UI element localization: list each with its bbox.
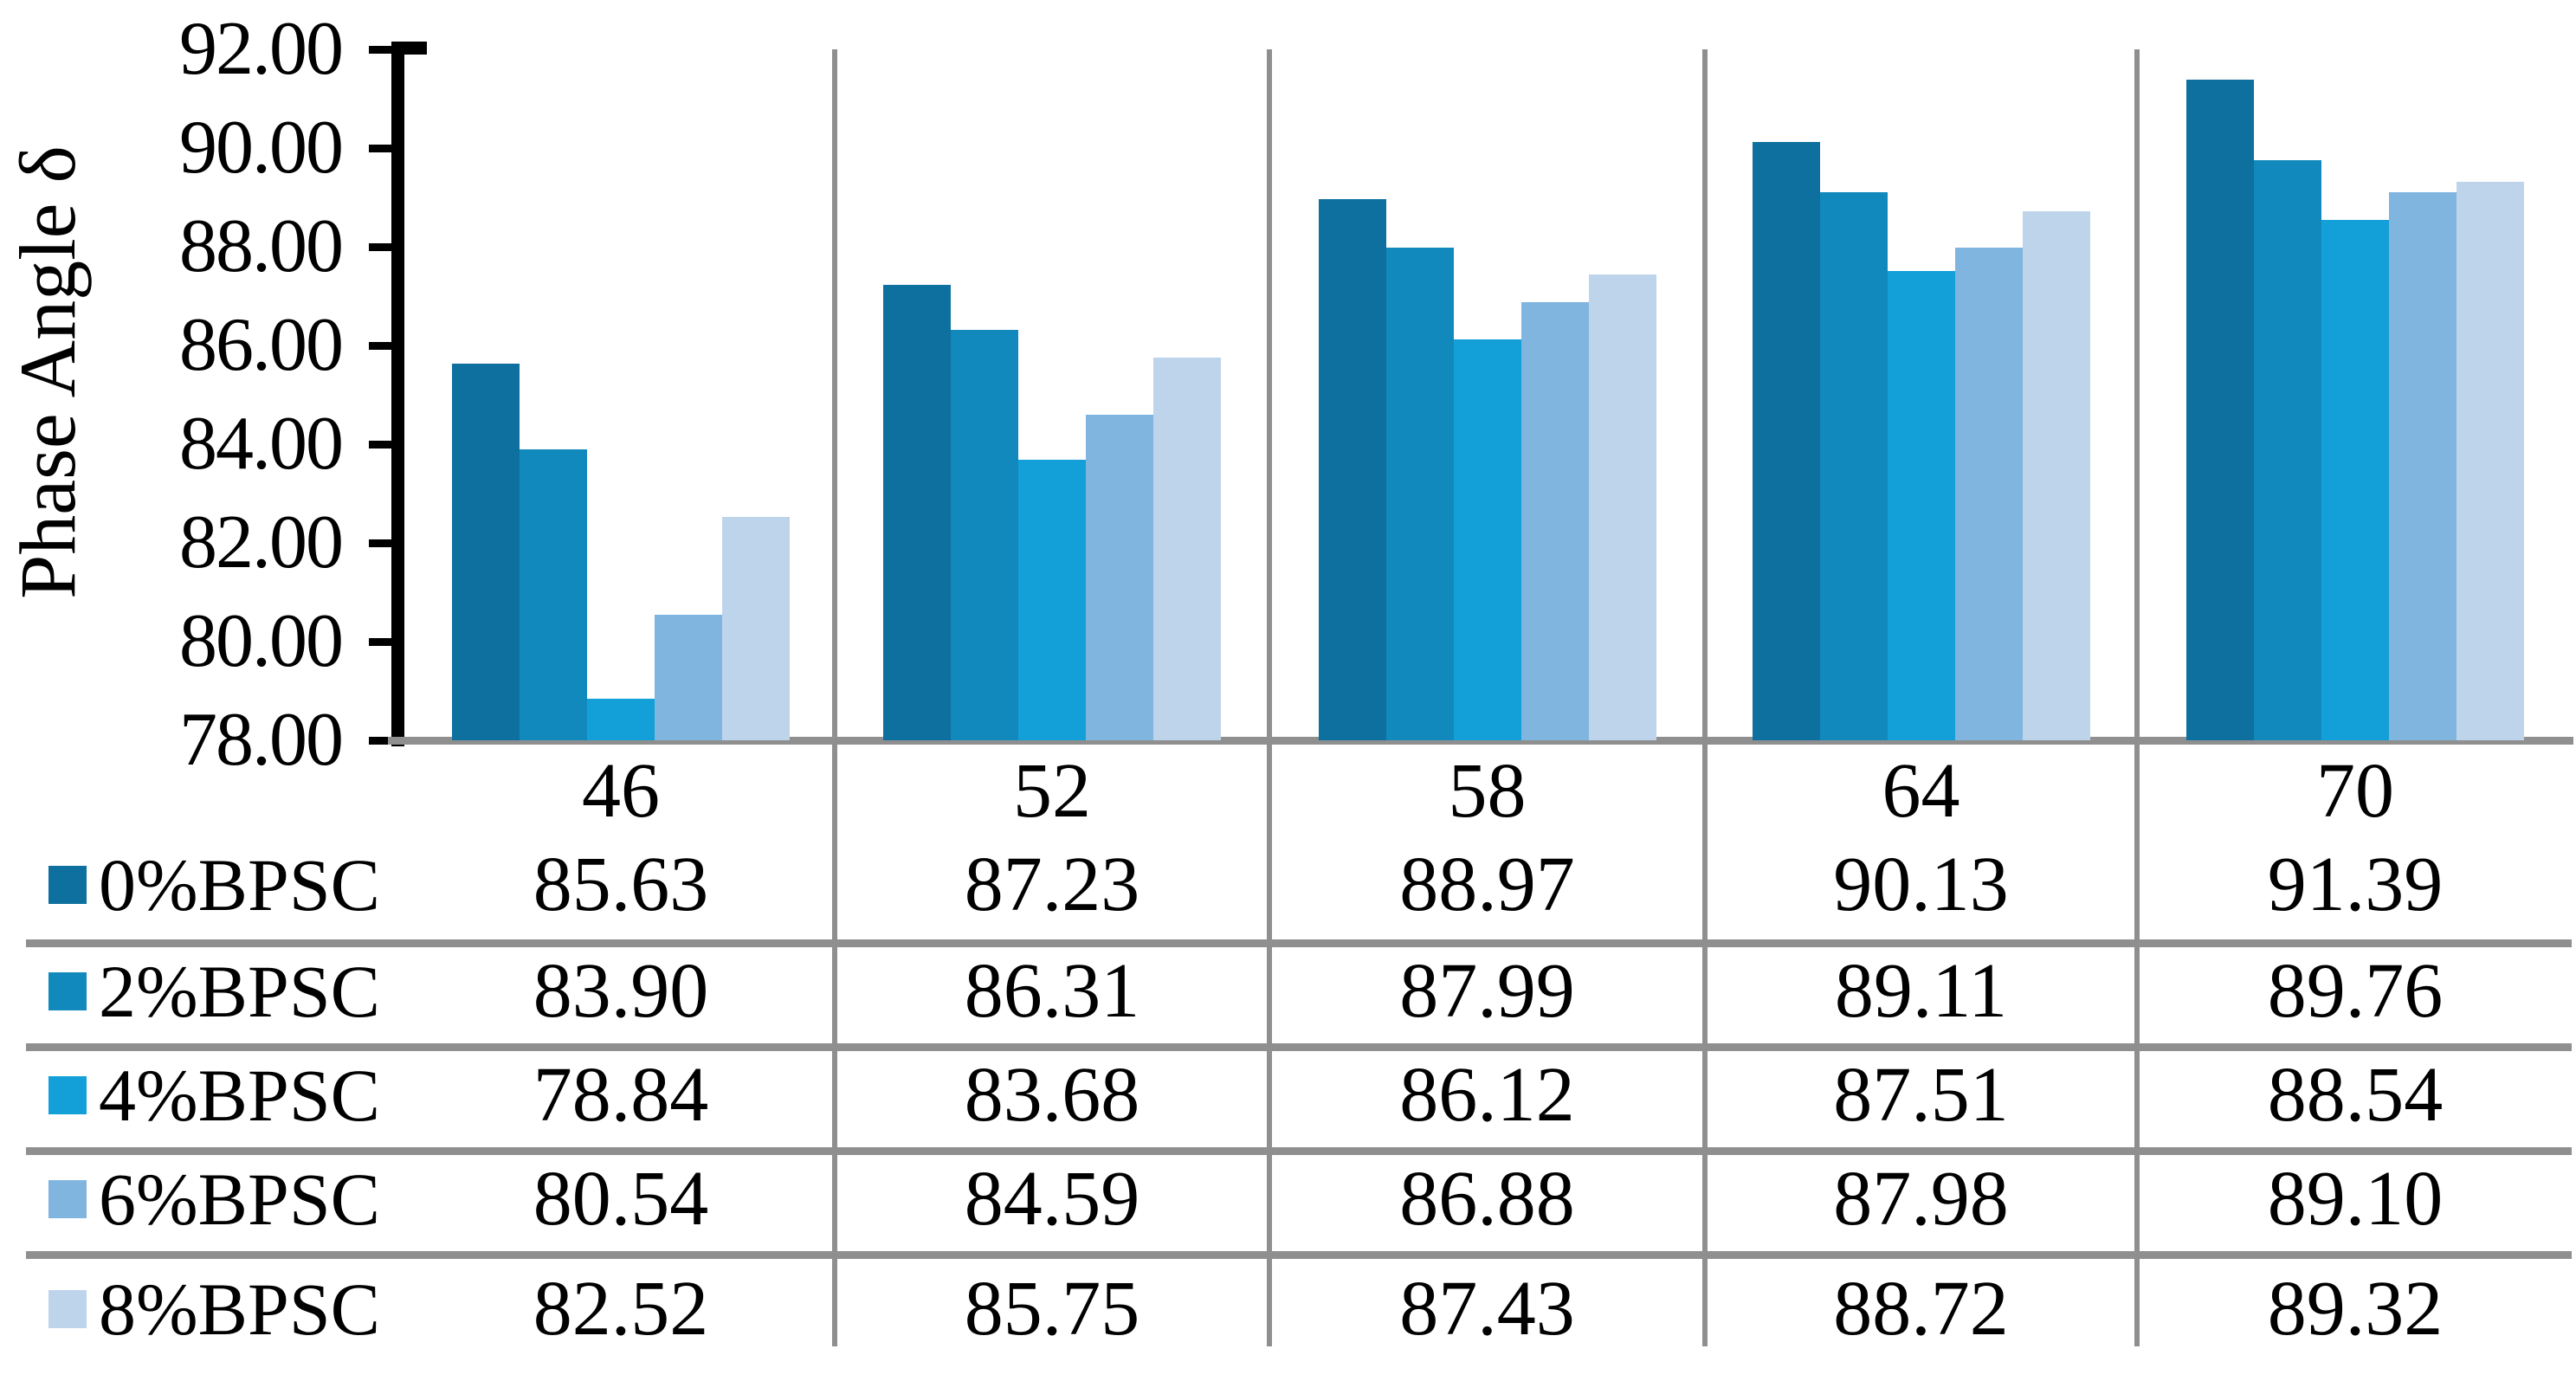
table-value-cell: 87.43 [1399, 1266, 1575, 1352]
table-value-cell: 84.59 [964, 1156, 1140, 1242]
legend-swatch [48, 972, 87, 1010]
table-row-separator [26, 939, 2572, 947]
bar-4%BPSC-58 [1453, 339, 1521, 740]
table-row-separator [26, 1251, 2572, 1259]
bar-0%BPSC-46 [452, 364, 520, 740]
x-axis-line [388, 737, 2573, 745]
table-value-cell: 82.52 [533, 1266, 709, 1352]
y-axis-tick-mark [369, 539, 395, 547]
table-value-cell: 83.90 [533, 948, 709, 1034]
table-value-cell: 87.23 [964, 842, 1140, 927]
bar-0%BPSC-64 [1752, 141, 1820, 740]
category-separator-line [2134, 49, 2140, 1346]
y-axis-tick-label: 82.00 [179, 500, 344, 584]
legend-label: 0%BPSC [99, 843, 381, 926]
category-separator-line [1702, 49, 1708, 1346]
y-axis-tick-mark [369, 243, 395, 251]
y-axis-tick-label: 84.00 [179, 402, 344, 486]
legend-row: 0%BPSC [48, 836, 395, 933]
legend-label: 6%BPSC [99, 1158, 381, 1241]
legend-label: 4%BPSC [99, 1054, 381, 1137]
bar-4%BPSC-46 [587, 699, 655, 740]
legend-label: 8%BPSC [99, 1268, 381, 1351]
x-axis-category-label: 58 [1448, 748, 1527, 834]
bar-0%BPSC-52 [883, 284, 951, 740]
bar-2%BPSC-58 [1385, 247, 1454, 740]
legend-label: 2%BPSC [99, 950, 381, 1033]
table-value-cell: 89.10 [2267, 1156, 2444, 1242]
category-separator-line [832, 49, 837, 1346]
legend-row: 4%BPSC [48, 1047, 395, 1144]
bar-8%BPSC-64 [2022, 210, 2090, 740]
table-value-cell: 86.88 [1399, 1156, 1575, 1242]
y-axis-tick-mark [369, 46, 395, 54]
table-row-separator [26, 1043, 2572, 1051]
y-axis-tick-label: 86.00 [179, 303, 344, 387]
bar-4%BPSC-52 [1018, 460, 1086, 740]
table-value-cell: 78.84 [533, 1052, 709, 1138]
x-axis-category-label: 64 [1882, 748, 1960, 834]
bar-0%BPSC-70 [2186, 79, 2254, 740]
table-value-cell: 91.39 [2267, 842, 2444, 927]
y-axis-tick-mark [369, 342, 395, 350]
legend-swatch [48, 1076, 87, 1114]
x-axis-category-label: 52 [1013, 748, 1091, 834]
bar-0%BPSC-58 [1318, 198, 1386, 740]
table-value-cell: 88.97 [1399, 842, 1575, 927]
legend-row: 8%BPSC [48, 1261, 395, 1358]
table-value-cell: 88.54 [2267, 1052, 2444, 1138]
bar-8%BPSC-52 [1153, 358, 1221, 740]
bar-8%BPSC-58 [1588, 274, 1656, 740]
table-value-cell: 88.72 [1833, 1266, 2009, 1352]
bar-6%BPSC-64 [1954, 248, 2023, 740]
table-row-separator [26, 1147, 2572, 1155]
bar-6%BPSC-58 [1520, 301, 1589, 740]
bar-6%BPSC-70 [2389, 192, 2457, 740]
bar-4%BPSC-70 [2321, 220, 2389, 740]
y-axis-tick-mark [369, 145, 395, 152]
y-axis-tick-label: 92.00 [179, 7, 344, 91]
y-axis-top-tick [403, 42, 427, 55]
legend-swatch [48, 866, 87, 904]
y-axis-tick-label: 80.00 [179, 599, 344, 683]
bar-6%BPSC-46 [655, 615, 722, 740]
table-value-cell: 85.63 [533, 842, 709, 927]
table-value-cell: 89.32 [2267, 1266, 2444, 1352]
y-axis-tick-label: 78.00 [179, 698, 344, 782]
table-value-cell: 86.31 [964, 948, 1140, 1034]
table-value-cell: 87.99 [1399, 948, 1575, 1034]
y-axis-tick-mark [369, 638, 395, 646]
x-axis-category-label: 70 [2316, 748, 2394, 834]
table-value-cell: 85.75 [964, 1266, 1140, 1352]
x-axis-category-label: 46 [582, 748, 660, 834]
table-value-cell: 83.68 [964, 1052, 1140, 1138]
y-axis-tick-mark [369, 441, 395, 449]
table-value-cell: 87.98 [1833, 1156, 2009, 1242]
table-value-cell: 86.12 [1399, 1052, 1575, 1138]
bar-2%BPSC-52 [951, 330, 1018, 740]
table-value-cell: 90.13 [1833, 842, 2009, 927]
bar-2%BPSC-64 [1819, 191, 1888, 740]
bar-8%BPSC-46 [722, 517, 790, 740]
bar-8%BPSC-70 [2457, 181, 2524, 740]
legend-swatch [48, 1180, 87, 1218]
table-value-cell: 89.11 [1834, 948, 2008, 1034]
y-axis-line [391, 42, 404, 746]
y-axis-tick-mark [369, 737, 395, 745]
category-separator-line [1267, 49, 1272, 1346]
legend-row: 6%BPSC [48, 1151, 395, 1248]
y-axis-tick-label: 88.00 [179, 204, 344, 288]
bar-6%BPSC-52 [1086, 415, 1153, 740]
legend-swatch [48, 1290, 87, 1328]
bar-4%BPSC-64 [1887, 270, 1955, 740]
y-axis-tick-label: 90.00 [179, 106, 344, 190]
table-value-cell: 89.76 [2267, 948, 2444, 1034]
bar-2%BPSC-70 [2254, 159, 2321, 740]
table-value-cell: 87.51 [1833, 1052, 2009, 1138]
table-value-cell: 80.54 [533, 1156, 709, 1242]
legend-row: 2%BPSC [48, 943, 395, 1040]
bar-2%BPSC-46 [520, 449, 587, 740]
